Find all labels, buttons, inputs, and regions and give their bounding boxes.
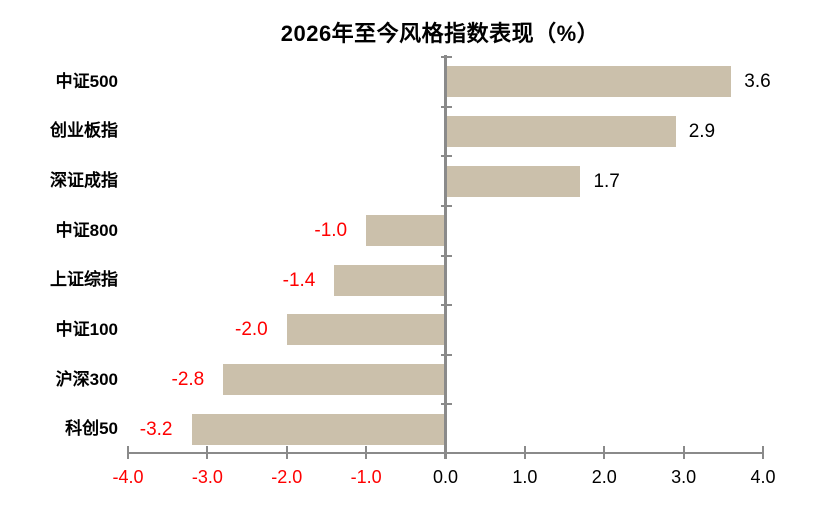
- x-axis-label: -1.0: [350, 467, 382, 487]
- x-axis-tick: [762, 446, 764, 459]
- x-axis-tick: [127, 446, 129, 459]
- bar: [445, 165, 581, 197]
- x-axis-label: -4.0: [112, 467, 144, 487]
- zero-axis-tick: [440, 353, 452, 356]
- x-axis-label: -3.0: [191, 467, 223, 487]
- x-axis-label: 2.0: [591, 467, 617, 487]
- category-label: 深证成指: [50, 171, 118, 191]
- zero-axis-line: [444, 55, 447, 459]
- zero-axis-tick: [440, 204, 452, 207]
- category-label: 创业板指: [50, 121, 118, 141]
- bar: [366, 215, 446, 247]
- value-label: -1.4: [282, 269, 316, 291]
- zero-axis-tick: [440, 254, 452, 257]
- bar: [191, 413, 446, 445]
- x-axis-tick: [682, 446, 685, 459]
- category-label: 沪深300: [55, 369, 118, 389]
- value-label: 3.6: [744, 71, 771, 93]
- value-label: -3.2: [139, 418, 173, 440]
- bar: [445, 115, 676, 147]
- x-axis-label: 1.0: [512, 467, 538, 487]
- zero-axis-tick: [440, 56, 452, 58]
- x-axis-tick: [523, 446, 526, 459]
- category-label: 上证综指: [50, 270, 118, 290]
- category-label: 中证800: [55, 220, 118, 240]
- bar: [334, 264, 446, 296]
- chart-title: 2026年至今风格指数表现（%）: [280, 21, 600, 46]
- bar: [223, 364, 446, 396]
- value-label: 2.9: [688, 120, 716, 142]
- x-axis-tick: [206, 446, 209, 459]
- value-label: -2.0: [235, 319, 268, 341]
- x-axis-label: 4.0: [750, 467, 776, 487]
- zero-axis-tick: [440, 155, 452, 158]
- category-label: 中证500: [55, 71, 118, 91]
- x-axis-label: -2.0: [271, 467, 303, 487]
- value-label: -1.0: [314, 220, 348, 242]
- plot-area: 中证500 3.6 创业板指 2.9 深证成指 1.7 中证800 -1.0 上证综指 -1.4 中…: [50, 55, 776, 487]
- zero-axis-tick: [440, 105, 452, 108]
- category-label: 科创50: [65, 419, 118, 439]
- bar: [445, 66, 732, 98]
- x-axis-tick: [444, 446, 447, 459]
- value-label: -2.8: [171, 369, 205, 391]
- zero-axis-tick: [440, 304, 452, 307]
- x-axis-tick: [603, 446, 606, 459]
- bar: [286, 314, 446, 346]
- x-axis-label: 0.0: [432, 467, 459, 487]
- x-axis-label: 3.0: [671, 467, 697, 487]
- category-label: 中证100: [55, 319, 118, 339]
- x-axis-tick: [365, 446, 368, 459]
- value-label: 1.7: [593, 170, 620, 192]
- x-axis-tick: [285, 446, 288, 459]
- zero-axis-tick: [440, 403, 452, 406]
